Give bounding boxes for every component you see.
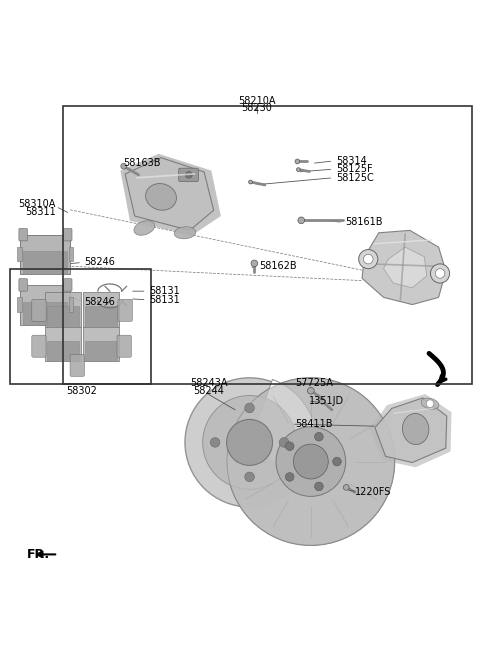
Circle shape (245, 403, 254, 413)
Text: 58162B: 58162B (259, 261, 297, 271)
Bar (17, 247, 22, 261)
Polygon shape (375, 398, 447, 463)
Bar (10, 269, 152, 384)
Bar (23, 252, 67, 275)
Ellipse shape (134, 221, 155, 235)
Text: 58125F: 58125F (336, 164, 372, 174)
Circle shape (297, 168, 300, 171)
Ellipse shape (174, 227, 196, 238)
Text: 58246: 58246 (84, 297, 115, 307)
Bar (63, 106, 472, 384)
Circle shape (295, 159, 300, 164)
FancyBboxPatch shape (32, 335, 46, 357)
Ellipse shape (402, 413, 429, 445)
Circle shape (121, 164, 127, 169)
Circle shape (431, 264, 450, 283)
FancyBboxPatch shape (70, 354, 84, 376)
Text: 58302: 58302 (67, 386, 97, 396)
Text: 58310A: 58310A (18, 199, 56, 209)
Circle shape (426, 400, 434, 407)
FancyBboxPatch shape (179, 168, 198, 181)
Circle shape (203, 396, 297, 489)
Bar (47, 341, 79, 361)
Text: FR.: FR. (27, 548, 50, 561)
FancyBboxPatch shape (117, 335, 132, 357)
Wedge shape (250, 380, 317, 486)
Text: 58131: 58131 (149, 286, 180, 296)
Text: 58243A: 58243A (190, 378, 228, 388)
Bar (17, 298, 22, 312)
Circle shape (435, 269, 445, 279)
Text: 58411B: 58411B (295, 419, 333, 429)
Polygon shape (362, 231, 446, 305)
Text: 57725A: 57725A (295, 378, 333, 388)
Circle shape (333, 457, 341, 466)
FancyBboxPatch shape (32, 300, 46, 321)
Text: 58314: 58314 (336, 156, 366, 166)
Text: 58246: 58246 (84, 258, 115, 267)
Text: 58161B: 58161B (345, 217, 383, 227)
Bar (20, 285, 70, 325)
Circle shape (293, 444, 328, 479)
Circle shape (279, 438, 289, 447)
Circle shape (286, 442, 294, 451)
Polygon shape (125, 158, 214, 231)
Bar (23, 302, 67, 325)
Text: 58311: 58311 (25, 207, 56, 217)
Circle shape (308, 388, 314, 394)
Circle shape (343, 484, 349, 490)
Bar (45, 327, 81, 361)
Polygon shape (384, 247, 427, 288)
Ellipse shape (145, 183, 177, 210)
FancyBboxPatch shape (63, 229, 72, 241)
FancyBboxPatch shape (63, 279, 72, 291)
Text: 58125C: 58125C (336, 173, 373, 183)
Text: 1220FS: 1220FS (355, 487, 391, 497)
Bar (85, 306, 117, 327)
Text: 58244: 58244 (193, 386, 224, 396)
FancyBboxPatch shape (118, 300, 132, 321)
Circle shape (314, 482, 323, 491)
Text: 1351JD: 1351JD (310, 396, 345, 406)
Circle shape (251, 260, 258, 267)
FancyBboxPatch shape (19, 279, 27, 291)
Circle shape (185, 171, 192, 178)
Circle shape (298, 217, 305, 223)
Bar (83, 327, 120, 361)
Text: 58230: 58230 (241, 103, 272, 113)
Bar (47, 306, 79, 327)
Bar (85, 341, 117, 361)
FancyBboxPatch shape (19, 229, 27, 241)
Circle shape (320, 398, 325, 404)
Circle shape (227, 378, 395, 545)
Bar (45, 292, 81, 327)
Circle shape (363, 254, 373, 264)
Circle shape (276, 426, 346, 497)
Circle shape (286, 472, 294, 481)
Circle shape (227, 419, 273, 465)
Text: 58131: 58131 (149, 295, 180, 305)
Bar (69, 298, 73, 312)
Circle shape (314, 432, 323, 441)
Circle shape (210, 438, 220, 447)
Bar (20, 235, 70, 275)
Circle shape (185, 378, 314, 507)
Bar (69, 247, 73, 261)
Ellipse shape (421, 398, 439, 409)
Circle shape (249, 180, 252, 184)
Text: 58210A: 58210A (238, 96, 276, 106)
Bar (83, 292, 120, 327)
Polygon shape (120, 154, 221, 235)
Polygon shape (370, 394, 452, 467)
Circle shape (359, 250, 378, 269)
Text: 58163B: 58163B (123, 158, 160, 168)
Circle shape (245, 472, 254, 482)
